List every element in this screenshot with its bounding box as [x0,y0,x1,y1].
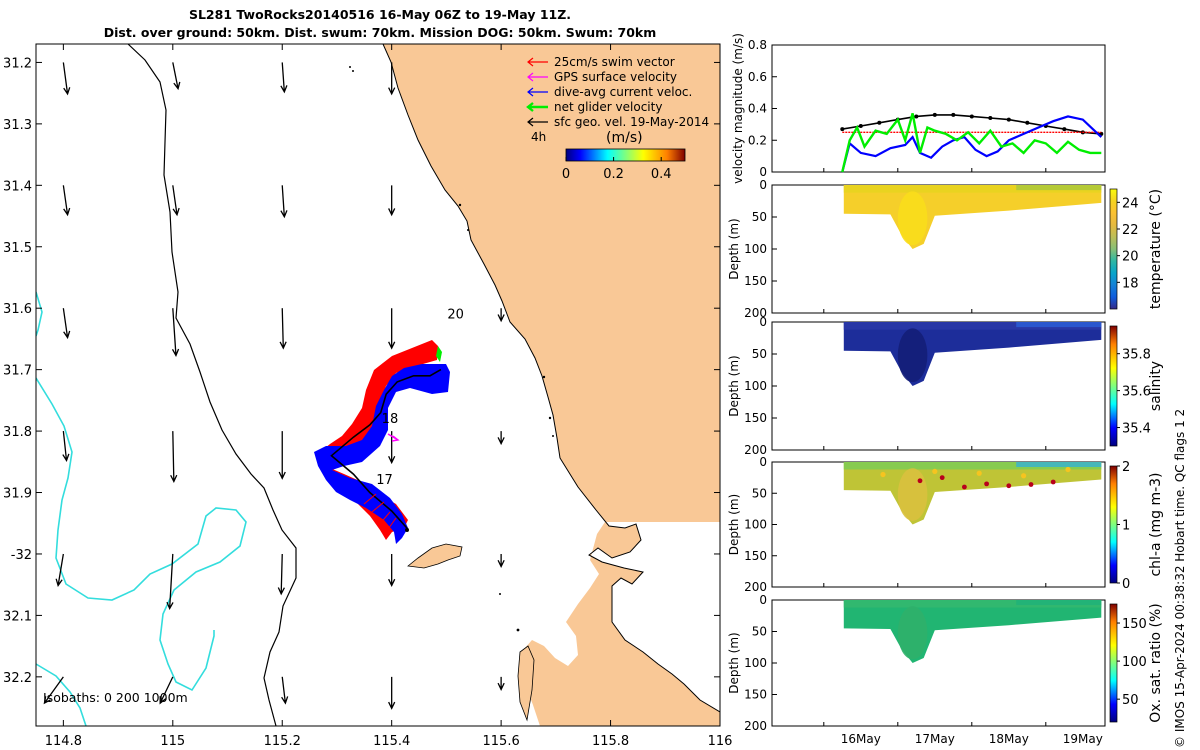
geo-vector-arrow [62,185,71,217]
net-glider-velocity-mark [436,346,442,362]
map-ytick-label: 31.9 [3,487,32,502]
geo-vector-arrow [62,431,70,462]
legend-item-geo: sfc geo. vel. 19-May-2014 [554,115,709,129]
map-ytick-label: 31.8 [3,425,32,440]
day-label: 20 [447,307,464,322]
map-xtick-label: 115.6 [483,734,520,749]
legend-dive-line [527,87,548,97]
geo-vector-arrow [279,308,287,350]
map-axes: 114.8 115 115.2 115.4 115.6 115.8 116 31.2 31.3 3… [3,44,732,749]
dive-avg-current-swath [314,364,450,544]
colorbar-tick-label: 0.2 [603,167,624,182]
legend-item-swim: 25cm/s swim vector [554,55,675,69]
geo-vector-arrow [62,62,71,96]
rottnest-island [407,543,463,569]
title-line-2: Dist. over ground: 50km. Dist. swum: 70k… [103,25,657,40]
isobath-legend: Isobaths: 0 200 1000m [43,690,188,705]
map-xtick-label: 115.8 [592,734,629,749]
legend-swim-line [527,57,548,67]
map-ytick-label: 31.5 [3,241,32,256]
map-xtick-label: 114.8 [45,734,82,749]
map-ytick-label: 31.4 [3,179,32,194]
map-ytick-label: 31.3 [3,118,32,133]
geo-vector-arrow [280,185,288,219]
geo-vector-arrow [388,553,396,587]
colorbar-tick-label: 0 [562,167,570,182]
map-frame [35,43,721,727]
geo-vector-arrow [388,185,396,217]
map-xtick-label: 115.4 [373,734,410,749]
swim-vector-strands [363,493,397,533]
map-ytick-label: 31.2 [3,56,32,71]
geo-vector-arrow [166,553,174,611]
geo-vector-arrow [278,431,286,480]
garden-island [517,645,535,722]
map-ytick-label: -32 [11,548,32,563]
day-label: 17 [376,473,393,488]
geo-vector-arrow [281,676,289,705]
map-ytick-label: 31.7 [3,364,32,379]
legend-geo-line [527,117,548,127]
geo-vector-arrow [280,62,288,94]
coastline [382,44,720,713]
geo-vector-arrow [62,308,71,340]
time-step-label: 4h [531,130,546,144]
geo-vector-arrow [497,676,505,691]
colorbar-tick-label: 0.4 [651,167,672,182]
geo-vector-arrow [55,553,65,587]
geo-vector-arrow [388,308,396,350]
geo-vector-arrow [388,62,396,96]
map-xtick-label: 115 [160,734,185,749]
legend-gps-line [527,72,548,82]
map-ytick-label: 31.6 [3,302,32,317]
day-labels: 20 18 17 [376,307,464,488]
swim-vector-swath [320,340,438,456]
geo-vector-arrow [388,676,396,710]
glider-end-point [405,528,409,532]
islets [349,66,554,632]
figure-title: SL281 TwoRocks20140516 16-May 06Z to 19-… [0,6,760,42]
legend-item-gps: GPS surface velocity [554,70,677,84]
map-xtick-label: 115.2 [264,734,301,749]
geo-vector-arrow [159,676,174,705]
colorbar-unit-label: (m/s) [606,130,643,146]
geo-vector-arrow [170,431,178,483]
geo-vector-arrow [497,553,505,569]
geo-vector-arrow [171,308,180,357]
map-ytick-label: 32.2 [3,671,32,686]
map-ytick-label: 32.1 [3,609,32,624]
legend-item-dive: dive-avg current veloc. [554,85,692,99]
geo-vector-arrow [172,62,181,91]
isobath-1000m [36,291,247,726]
gps-surface-velocity [387,433,400,442]
imos-credit: © IMOS 15-Apr-2024 00:38:32 Hobart time.… [1173,408,1187,748]
land-mass [383,44,720,726]
geo-vector-arrow [172,185,180,217]
isobath-200m [127,44,297,726]
legend-net-line [526,102,548,112]
title-line-1: SL281 TwoRocks20140516 16-May 06Z to 19-… [188,7,572,22]
geo-vector-arrow [497,308,505,323]
geo-vector-arrow [497,431,505,446]
glider-track [330,368,442,530]
map-legend: 25cm/s swim vector GPS surface velocity … [526,55,709,146]
geo-vector-field [43,62,505,710]
geo-vector-arrow [43,676,64,705]
day-label: 18 [382,412,399,427]
speed-colorbar: 0 0.2 0.4 [562,148,686,182]
legend-item-net: net glider velocity [554,100,662,114]
map-xtick-label: 116 [708,734,733,749]
geo-vector-arrow [277,553,285,596]
